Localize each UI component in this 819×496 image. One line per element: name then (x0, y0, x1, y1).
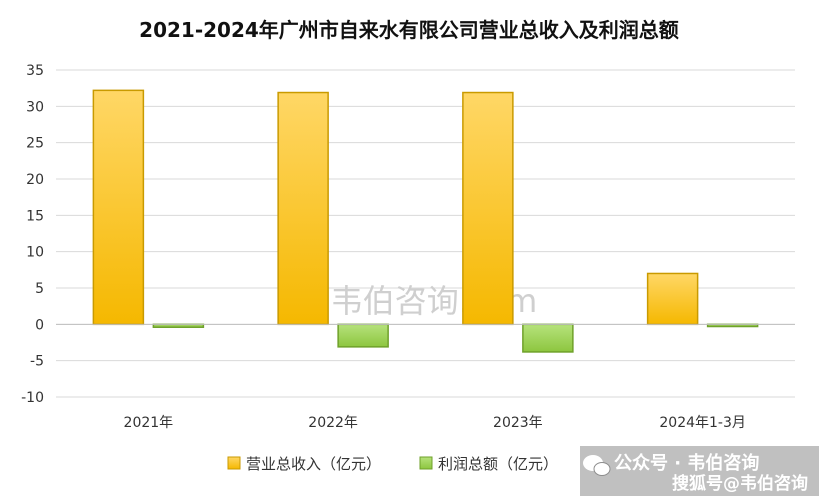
y-tick-label: 0 (35, 317, 44, 333)
y-tick-label: -5 (30, 354, 44, 370)
legend-label-revenue: 营业总收入（亿元） (246, 455, 381, 473)
x-tick-label: 2022年 (308, 415, 358, 431)
y-tick-label: -10 (21, 390, 44, 406)
legend-swatch-profit (419, 456, 433, 470)
y-tick-label: 15 (26, 208, 44, 224)
bar-profit (522, 323, 574, 353)
y-tick-label: 35 (26, 63, 44, 79)
footer-backdrop (580, 446, 819, 496)
wechat-icon (583, 455, 611, 476)
x-axis-ticks: 2021年 2022年 2023年 2024年1-3月 (124, 415, 746, 431)
y-axis-ticks: 35 30 25 20 15 10 5 0 -5 -10 (21, 63, 44, 406)
gridlines (56, 69, 795, 398)
bar-revenue (92, 89, 145, 326)
bar-revenue (277, 91, 329, 326)
x-tick-label: 2024年1-3月 (659, 415, 746, 431)
bar-revenue (646, 272, 699, 326)
y-tick-label: 30 (26, 99, 44, 115)
legend: 营业总收入（亿元） 利润总额（亿元） (227, 455, 558, 473)
footer-overlay: 公众号 · 韦伯咨询 搜狐号@韦伯咨询 (580, 446, 819, 496)
source-credit: 搜狐号@韦伯咨询 (672, 473, 808, 494)
legend-swatch-revenue (227, 456, 241, 470)
x-tick-label: 2023年 (493, 415, 543, 431)
y-tick-label: 5 (35, 281, 44, 297)
wechat-account: 公众号 · 韦伯咨询 (614, 452, 759, 474)
legend-label-profit: 利润总额（亿元） (438, 455, 558, 473)
bars (56, 89, 795, 353)
bar-revenue (462, 91, 514, 326)
chart-title: 2021-2024年广州市自来水有限公司营业总收入及利润总额 (139, 18, 679, 42)
y-tick-label: 20 (26, 172, 44, 188)
y-tick-label: 10 (26, 245, 44, 261)
x-tick-label: 2021年 (124, 415, 174, 431)
y-tick-label: 25 (26, 136, 44, 152)
bar-profit (337, 323, 389, 348)
